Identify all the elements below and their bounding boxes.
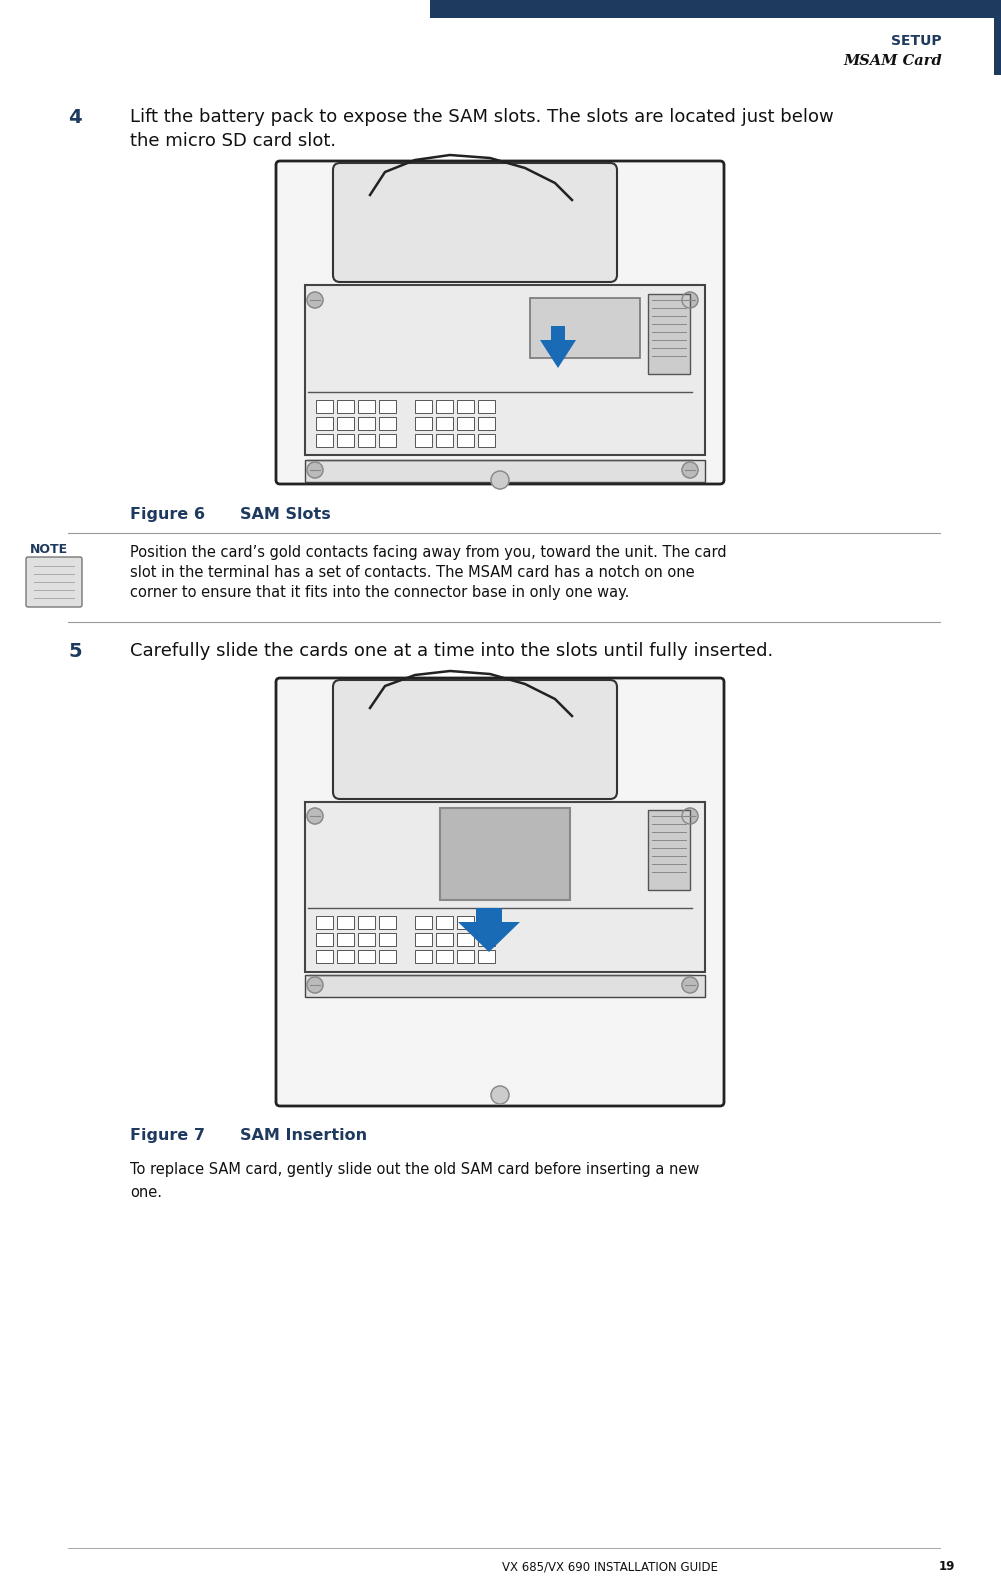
Circle shape <box>491 1085 509 1104</box>
Bar <box>305 284 705 455</box>
Text: 19: 19 <box>939 1559 955 1574</box>
Bar <box>316 400 333 412</box>
Bar <box>457 916 474 929</box>
Bar <box>415 435 432 447</box>
Bar <box>337 916 354 929</box>
Text: Figure 7: Figure 7 <box>130 1128 205 1142</box>
Bar <box>478 400 495 412</box>
Text: one.: one. <box>130 1185 162 1199</box>
Bar <box>316 934 333 946</box>
Bar <box>457 417 474 430</box>
Bar <box>415 417 432 430</box>
Bar <box>415 950 432 962</box>
FancyBboxPatch shape <box>26 558 82 607</box>
Bar <box>358 950 375 962</box>
Bar <box>457 400 474 412</box>
Bar <box>337 417 354 430</box>
Bar <box>994 0 1001 74</box>
Bar <box>316 950 333 962</box>
FancyBboxPatch shape <box>276 678 724 1106</box>
Text: SAM Slots: SAM Slots <box>240 507 330 521</box>
Bar <box>358 400 375 412</box>
Bar <box>478 435 495 447</box>
Bar <box>648 294 690 374</box>
Bar <box>337 400 354 412</box>
Circle shape <box>307 807 323 825</box>
Bar <box>430 0 1001 17</box>
Text: NOTE: NOTE <box>30 544 68 556</box>
Bar <box>379 934 396 946</box>
Bar <box>358 934 375 946</box>
Text: Carefully slide the cards one at a time into the slots until fully inserted.: Carefully slide the cards one at a time … <box>130 641 773 660</box>
Bar <box>436 916 453 929</box>
Bar <box>358 435 375 447</box>
Circle shape <box>682 807 698 825</box>
Bar <box>648 811 690 890</box>
Bar <box>337 934 354 946</box>
Bar <box>530 299 640 359</box>
Bar <box>457 934 474 946</box>
Bar <box>305 803 705 972</box>
Polygon shape <box>458 908 520 953</box>
Circle shape <box>491 471 509 488</box>
Bar <box>436 435 453 447</box>
FancyBboxPatch shape <box>305 460 705 482</box>
Bar <box>316 916 333 929</box>
Bar <box>358 916 375 929</box>
Bar <box>337 435 354 447</box>
Text: 5: 5 <box>68 641 82 660</box>
Text: SAM Insertion: SAM Insertion <box>240 1128 367 1142</box>
Text: 4: 4 <box>68 107 82 126</box>
Bar <box>379 400 396 412</box>
Bar <box>436 417 453 430</box>
Polygon shape <box>540 325 576 368</box>
Text: corner to ensure that it fits into the connector base in only one way.: corner to ensure that it fits into the c… <box>130 585 630 600</box>
Circle shape <box>307 976 323 992</box>
Bar <box>358 417 375 430</box>
FancyBboxPatch shape <box>333 163 617 281</box>
Bar <box>316 417 333 430</box>
Circle shape <box>307 461 323 479</box>
Bar <box>436 934 453 946</box>
Bar <box>436 950 453 962</box>
Bar <box>379 435 396 447</box>
Circle shape <box>682 292 698 308</box>
Text: the micro SD card slot.: the micro SD card slot. <box>130 133 336 150</box>
Bar <box>379 417 396 430</box>
Text: slot in the terminal has a set of contacts. The MSAM card has a notch on one: slot in the terminal has a set of contac… <box>130 566 695 580</box>
Bar <box>379 950 396 962</box>
Bar <box>478 417 495 430</box>
Text: VX 685/VX 690 INSTALLATION GUIDE: VX 685/VX 690 INSTALLATION GUIDE <box>502 1559 718 1574</box>
Text: Position the card’s gold contacts facing away from you, toward the unit. The car: Position the card’s gold contacts facing… <box>130 545 727 559</box>
FancyBboxPatch shape <box>305 975 705 997</box>
Bar <box>379 916 396 929</box>
Bar <box>415 916 432 929</box>
FancyBboxPatch shape <box>333 679 617 799</box>
Bar <box>337 950 354 962</box>
Bar <box>478 934 495 946</box>
Text: Figure 6: Figure 6 <box>130 507 205 521</box>
Circle shape <box>682 976 698 992</box>
Text: SETUP: SETUP <box>891 35 942 47</box>
Bar <box>415 934 432 946</box>
Bar <box>436 400 453 412</box>
Bar <box>415 400 432 412</box>
Bar <box>457 435 474 447</box>
Circle shape <box>682 461 698 479</box>
Text: MSAM Card: MSAM Card <box>843 54 942 68</box>
Bar <box>478 916 495 929</box>
Text: Lift the battery pack to expose the SAM slots. The slots are located just below: Lift the battery pack to expose the SAM … <box>130 107 834 126</box>
Circle shape <box>307 292 323 308</box>
Bar <box>457 950 474 962</box>
Text: To replace SAM card, gently slide out the old SAM card before inserting a new: To replace SAM card, gently slide out th… <box>130 1161 700 1177</box>
FancyBboxPatch shape <box>276 161 724 483</box>
Bar <box>478 950 495 962</box>
Bar <box>316 435 333 447</box>
Bar <box>440 807 570 901</box>
